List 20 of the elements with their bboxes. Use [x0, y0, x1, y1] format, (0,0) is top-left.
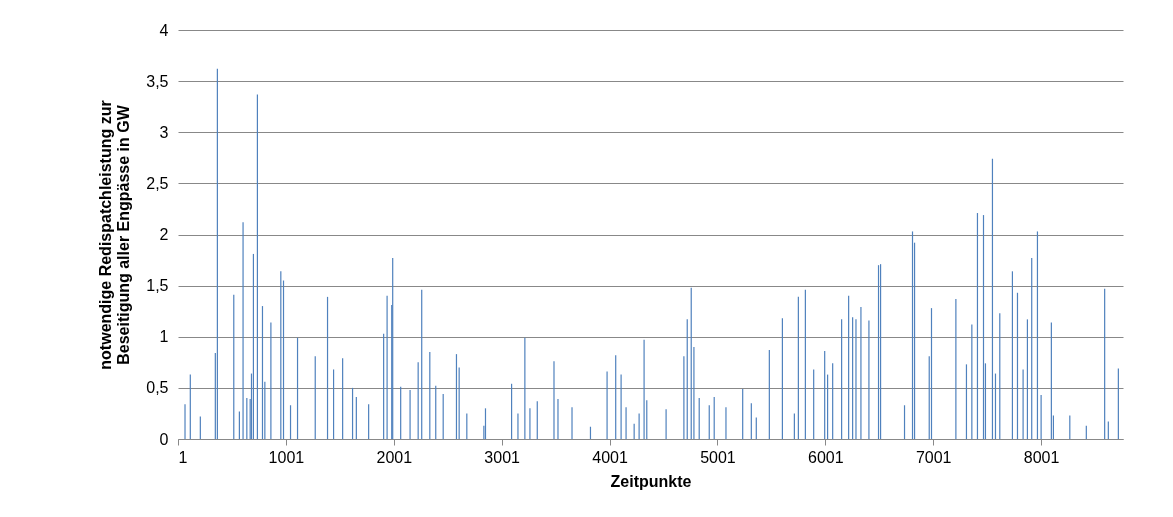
y-axis-title: notwendige Redispatchleistung zur Beseitigung aller Engpässe in GW	[97, 100, 133, 370]
y-tick-label: 1	[159, 328, 169, 346]
x-tick-label: 3001	[484, 448, 521, 466]
x-tick-label: 2001	[376, 448, 413, 466]
y-tick-label: 0	[159, 430, 169, 448]
y-tick-label: 4	[159, 21, 169, 39]
x-tick-label: 8001	[1023, 448, 1060, 466]
y-tick-label: 3,5	[146, 72, 169, 90]
y-tick-label: 2,5	[146, 174, 169, 192]
x-tick-label: 4001	[592, 448, 628, 466]
x-tick-label: 5001	[700, 448, 736, 466]
x-tick-label: 6001	[808, 448, 844, 466]
x-tick-label: 1	[178, 448, 188, 466]
y-tick-label: 3	[159, 123, 169, 141]
x-tick-label: 1001	[268, 448, 305, 466]
x-tick-label: 7001	[915, 448, 952, 466]
y-tick-label: 1,5	[146, 277, 169, 295]
y-tick-label: 0,5	[146, 379, 169, 397]
x-axis-title: Zeitpunkte	[610, 472, 692, 490]
y-tick-label: 2	[159, 226, 169, 243]
